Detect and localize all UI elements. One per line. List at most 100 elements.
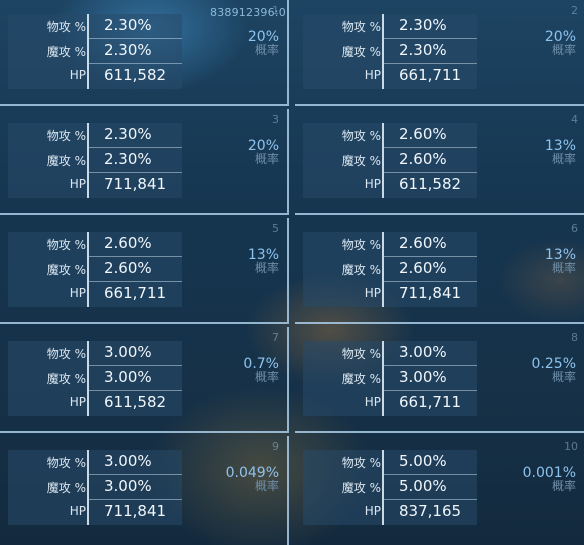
divider (88, 147, 182, 148)
probability-value: 20% (544, 29, 576, 45)
probability: 20% 概率 (248, 30, 279, 56)
hp-value: 711,841 (104, 502, 167, 520)
magic-atk-label: 魔攻 % (46, 45, 86, 59)
phys-atk-label: 物攻 % (341, 20, 381, 34)
magic-atk-label: 魔攻 % (46, 154, 86, 168)
hp-label: HP (364, 504, 381, 518)
probability-value: 0.001% (522, 465, 576, 481)
magic-atk-label: 魔攻 % (341, 263, 381, 277)
probability-value: 0.7% (243, 356, 279, 372)
probability-label: 概率 (551, 43, 576, 57)
card-index: 3 (272, 113, 279, 126)
probability: 13% 概率 (248, 248, 279, 274)
phys-atk-value: 2.30% (104, 16, 152, 34)
divider (383, 365, 477, 366)
divider (88, 499, 182, 500)
magic-atk-label: 魔攻 % (341, 45, 381, 59)
magic-atk-value: 3.00% (399, 368, 447, 386)
divider (382, 341, 384, 416)
stat-block: 物攻 % 2.60% 魔攻 % 2.60% HP 711,841 (303, 232, 477, 307)
stat-card[interactable]: 2 物攻 % 2.30% 魔攻 % 2.30% HP 661,711 20% 概率 (295, 0, 584, 106)
card-index: 1 (272, 4, 279, 17)
phys-atk-label: 物攻 % (46, 347, 86, 361)
phys-atk-value: 3.00% (399, 343, 447, 361)
magic-atk-value: 2.30% (104, 150, 152, 168)
probability-value: 0.049% (225, 465, 279, 481)
probability-label: 概率 (551, 152, 576, 166)
hp-label: HP (69, 68, 86, 82)
stat-block: 物攻 % 3.00% 魔攻 % 3.00% HP 661,711 (303, 341, 477, 416)
divider (382, 450, 384, 525)
hp-value: 611,582 (104, 66, 167, 84)
hp-value: 661,711 (399, 393, 462, 411)
magic-atk-value: 2.30% (399, 41, 447, 59)
divider (87, 14, 89, 89)
divider (383, 281, 477, 282)
stat-card[interactable]: 10 物攻 % 5.00% 魔攻 % 5.00% HP 837,165 0.001% … (295, 436, 584, 545)
stat-block: 物攻 % 2.60% 魔攻 % 2.60% HP 661,711 (8, 232, 182, 307)
divider (383, 63, 477, 64)
divider (383, 390, 477, 391)
divider (383, 172, 477, 173)
divider (383, 499, 477, 500)
divider (88, 390, 182, 391)
hp-value: 661,711 (104, 284, 167, 302)
magic-atk-value: 3.00% (104, 368, 152, 386)
stat-card[interactable]: 1 物攻 % 2.30% 魔攻 % 2.30% HP 611,582 20% 概率 (0, 0, 289, 106)
card-index: 4 (571, 113, 578, 126)
divider (383, 147, 477, 148)
probability-label: 概率 (254, 152, 279, 166)
stat-card[interactable]: 3 物攻 % 2.30% 魔攻 % 2.30% HP 711,841 20% 概率 (0, 109, 289, 215)
hp-label: HP (69, 395, 86, 409)
divider (382, 232, 384, 307)
probability: 0.25% 概率 (532, 357, 576, 383)
probability-label: 概率 (551, 479, 576, 493)
card-index: 10 (564, 440, 578, 453)
probability-label: 概率 (551, 370, 576, 384)
probability-value: 0.25% (531, 356, 576, 372)
phys-atk-value: 5.00% (399, 452, 447, 470)
phys-atk-value: 2.60% (399, 125, 447, 143)
probability-value: 13% (544, 138, 576, 154)
hp-label: HP (364, 395, 381, 409)
stat-card[interactable]: 5 物攻 % 2.60% 魔攻 % 2.60% HP 661,711 13% 概率 (0, 218, 289, 324)
probability-label: 概率 (254, 43, 279, 57)
card-index: 6 (571, 222, 578, 235)
hp-label: HP (69, 177, 86, 191)
hp-value: 711,841 (104, 175, 167, 193)
divider (88, 365, 182, 366)
probability: 0.7% 概率 (243, 357, 279, 383)
probability-label: 概率 (254, 370, 279, 384)
magic-atk-label: 魔攻 % (46, 372, 86, 386)
phys-atk-value: 2.30% (399, 16, 447, 34)
hp-label: HP (364, 177, 381, 191)
stat-block: 物攻 % 2.30% 魔攻 % 2.30% HP 661,711 (303, 14, 477, 89)
magic-atk-label: 魔攻 % (341, 154, 381, 168)
probability-label: 概率 (254, 479, 279, 493)
phys-atk-label: 物攻 % (46, 20, 86, 34)
probability: 0.001% 概率 (523, 466, 576, 492)
stat-card[interactable]: 8 物攻 % 3.00% 魔攻 % 3.00% HP 661,711 0.25% 概率 (295, 327, 584, 433)
probability-value: 20% (247, 138, 279, 154)
hp-label: HP (364, 286, 381, 300)
hp-label: HP (69, 286, 86, 300)
divider (87, 123, 89, 198)
phys-atk-label: 物攻 % (341, 347, 381, 361)
probability-label: 概率 (551, 261, 576, 275)
phys-atk-value: 2.30% (104, 125, 152, 143)
divider (88, 256, 182, 257)
hp-value: 611,582 (399, 175, 462, 193)
phys-atk-value: 2.60% (399, 234, 447, 252)
stat-card[interactable]: 4 物攻 % 2.60% 魔攻 % 2.60% HP 611,582 13% 概率 (295, 109, 584, 215)
divider (383, 256, 477, 257)
divider (383, 474, 477, 475)
card-index: 8 (571, 331, 578, 344)
stat-card[interactable]: 7 物攻 % 3.00% 魔攻 % 3.00% HP 611,582 0.7% 概率 (0, 327, 289, 433)
hp-value: 611,582 (104, 393, 167, 411)
stat-card[interactable]: 6 物攻 % 2.60% 魔攻 % 2.60% HP 711,841 13% 概率 (295, 218, 584, 324)
stat-block: 物攻 % 3.00% 魔攻 % 3.00% HP 611,582 (8, 341, 182, 416)
phys-atk-label: 物攻 % (46, 238, 86, 252)
magic-atk-label: 魔攻 % (341, 372, 381, 386)
stat-card[interactable]: 9 物攻 % 3.00% 魔攻 % 3.00% HP 711,841 0.049% 概… (0, 436, 289, 545)
